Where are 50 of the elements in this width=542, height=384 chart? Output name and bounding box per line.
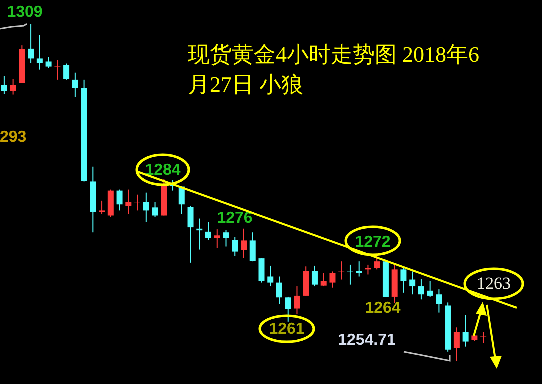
candlestick — [1, 76, 8, 95]
candlestick — [214, 229, 220, 249]
candlestick — [36, 34, 43, 70]
candlestick — [312, 265, 318, 288]
candlestick — [99, 200, 106, 215]
candlestick — [400, 266, 407, 294]
annotation: 1263 — [477, 274, 511, 293]
candlestick — [250, 232, 256, 262]
annotation: 293 — [0, 129, 27, 146]
candlestick — [54, 60, 61, 80]
candlestick — [356, 261, 362, 278]
annotation: 1272 — [355, 234, 391, 251]
annotation: 1276 — [217, 210, 253, 227]
candlestick — [126, 189, 132, 215]
candlestick — [64, 63, 70, 80]
annotation: 1254.71 — [338, 332, 396, 349]
candlestick — [462, 314, 469, 348]
candlestick — [294, 286, 300, 315]
candlestick — [365, 264, 372, 276]
candlestick — [276, 276, 282, 305]
candlestick — [418, 278, 424, 300]
candlestick — [143, 192, 150, 223]
candlestick — [152, 202, 158, 218]
candlestick — [46, 56, 52, 69]
text: 现货黄金4小时走势图 2018年6月27日 小狼 — [188, 41, 480, 99]
candlestick — [116, 189, 123, 212]
candlestick — [454, 327, 460, 362]
candlestick — [241, 228, 247, 260]
text: 1309 — [7, 4, 43, 21]
annotation: 1261 — [269, 321, 305, 338]
annotation: 1284 — [145, 162, 181, 179]
candlestick — [320, 272, 327, 288]
candlestick — [285, 296, 292, 322]
candlestick — [188, 205, 194, 264]
candlestick — [28, 24, 34, 64]
candlestick — [330, 271, 336, 288]
candlestick — [374, 253, 380, 270]
candlestick — [10, 78, 16, 96]
annotation: 1264 — [365, 300, 401, 317]
candlestick — [410, 271, 416, 296]
candlestick — [268, 265, 274, 288]
candlestick — [480, 332, 487, 344]
candlestick — [72, 72, 78, 98]
candlestick — [232, 236, 238, 257]
candlestick — [196, 218, 203, 250]
candlestick — [427, 280, 434, 298]
candlestick — [223, 230, 230, 248]
candlestick — [206, 222, 212, 241]
candlestick — [436, 289, 442, 314]
candlestick — [258, 258, 265, 284]
